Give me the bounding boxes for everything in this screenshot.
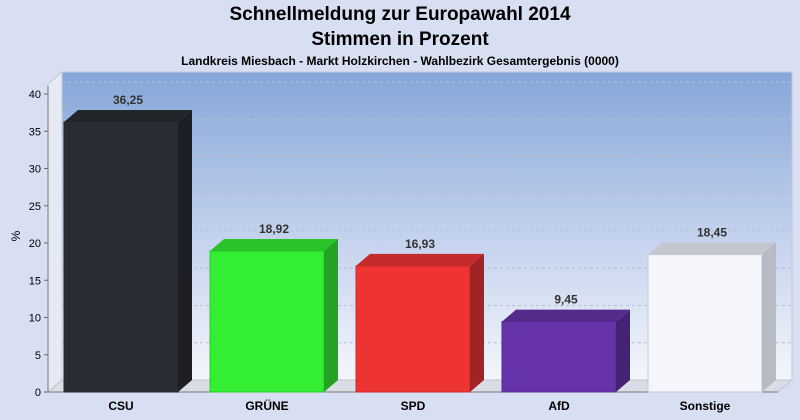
y-tick-label: 35 <box>29 126 41 138</box>
bar-top <box>210 239 338 252</box>
y-tick-label: 20 <box>29 238 41 250</box>
data-label: 9,45 <box>554 293 578 307</box>
x-tick-label: SPD <box>401 399 426 413</box>
x-tick-label: Sonstige <box>680 399 731 413</box>
bar-afd <box>501 309 630 393</box>
x-tick-label: GRÜNE <box>245 398 288 413</box>
x-tick-label: AfD <box>548 399 570 413</box>
y-tick-label: 40 <box>29 89 41 101</box>
y-tick-label: 15 <box>29 275 41 287</box>
bar-spd <box>355 253 484 393</box>
bar-front <box>647 254 763 393</box>
y-tick-label: 30 <box>29 164 41 176</box>
plot-side-wall <box>47 70 63 394</box>
bar-top <box>64 109 192 122</box>
bar-csu <box>63 109 192 393</box>
bar-top <box>502 309 630 322</box>
y-tick-label: 5 <box>35 350 41 362</box>
bar-front <box>63 121 179 393</box>
chart-subtitle: Landkreis Miesbach - Markt Holzkirchen -… <box>181 54 619 68</box>
bar-grüne <box>209 239 338 393</box>
x-tick-label: CSU <box>108 399 133 413</box>
bar-side <box>178 109 192 392</box>
y-axis-label: % <box>9 230 23 241</box>
y-tick-label: 0 <box>35 387 41 399</box>
chart-title: Schnellmeldung zur Europawahl 2014 <box>229 4 571 25</box>
bar-top <box>356 253 484 266</box>
data-label: 18,92 <box>259 222 289 236</box>
chart-title-line2: Stimmen in Prozent <box>311 29 489 50</box>
bar-side <box>470 253 484 392</box>
bar-front <box>501 321 617 393</box>
bar-side <box>616 309 630 392</box>
y-tick-label: 10 <box>29 313 41 325</box>
bar-front <box>209 250 325 393</box>
data-label: 16,93 <box>405 237 435 251</box>
bar-top <box>648 242 776 255</box>
data-label: 18,45 <box>697 226 727 240</box>
bar-sonstige <box>647 242 776 393</box>
y-tick-label: 25 <box>29 201 41 213</box>
bar-side <box>762 242 776 392</box>
bar-side <box>324 239 338 392</box>
data-label: 36,25 <box>113 93 143 107</box>
bar-front <box>355 265 471 393</box>
